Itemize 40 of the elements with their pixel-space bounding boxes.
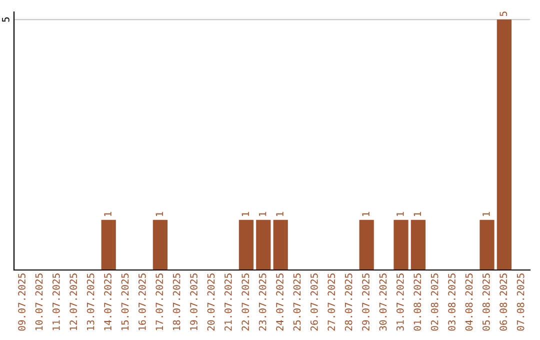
data-label: 1 — [414, 212, 421, 216]
x-tick-label: 21.07.2025 — [224, 274, 232, 331]
x-tick-label: 26.07.2025 — [310, 274, 318, 331]
x-tick-label: 14.07.2025 — [104, 274, 112, 330]
x-tick-label: 02.08.2025 — [430, 274, 438, 331]
data-label: 1 — [242, 212, 249, 216]
x-tick-label: 24.07.2025 — [276, 274, 284, 331]
x-tick-label: 01.08.2025 — [414, 274, 422, 331]
data-label: 1 — [276, 212, 284, 216]
x-tick-label: 09.07.2025 — [18, 274, 26, 331]
x-tick-label: 11.07.2025 — [52, 274, 60, 330]
data-label: 1 — [482, 212, 490, 216]
x-tick-label: 31.07.2025 — [396, 274, 404, 331]
x-tick-label: 07.08.2025 — [516, 274, 524, 331]
x-tick-label: 25.07.2025 — [293, 274, 301, 331]
x-tick-label: 10.07.2025 — [35, 274, 43, 330]
data-label: 1 — [259, 212, 266, 216]
x-tick-label: 29.07.2025 — [362, 274, 370, 331]
x-tick-label: 06.08.2025 — [500, 274, 508, 331]
x-tick-label: 30.07.2025 — [379, 274, 387, 331]
x-tick-label: 19.07.2025 — [190, 274, 198, 330]
x-tick-label: 28.07.2025 — [344, 274, 352, 331]
x-tick-label: 18.07.2025 — [172, 274, 180, 330]
data-label: 1 — [362, 212, 370, 216]
x-tick-label: 03.08.2025 — [448, 274, 456, 331]
x-tick-label: 13.07.2025 — [86, 274, 94, 330]
data-label: 5 — [500, 12, 508, 16]
x-tick-label: 22.07.2025 — [242, 274, 250, 331]
data-label: 1 — [156, 212, 163, 216]
data-label: 1 — [104, 212, 112, 216]
x-tick-label: 15.07.2025 — [121, 274, 129, 330]
x-tick-label: 16.07.2025 — [138, 274, 146, 330]
x-tick-label: 04.08.2025 — [465, 274, 473, 331]
x-tick-label: 12.07.2025 — [70, 274, 78, 330]
x-tick-label: 20.07.2025 — [207, 274, 215, 331]
x-tick-label: 23.07.2025 — [258, 274, 266, 331]
data-label: 1 — [396, 212, 404, 216]
x-tick-label: 05.08.2025 — [482, 274, 490, 331]
x-tick-label: 17.07.2025 — [156, 274, 164, 330]
x-tick-label: 27.07.2025 — [328, 274, 336, 331]
